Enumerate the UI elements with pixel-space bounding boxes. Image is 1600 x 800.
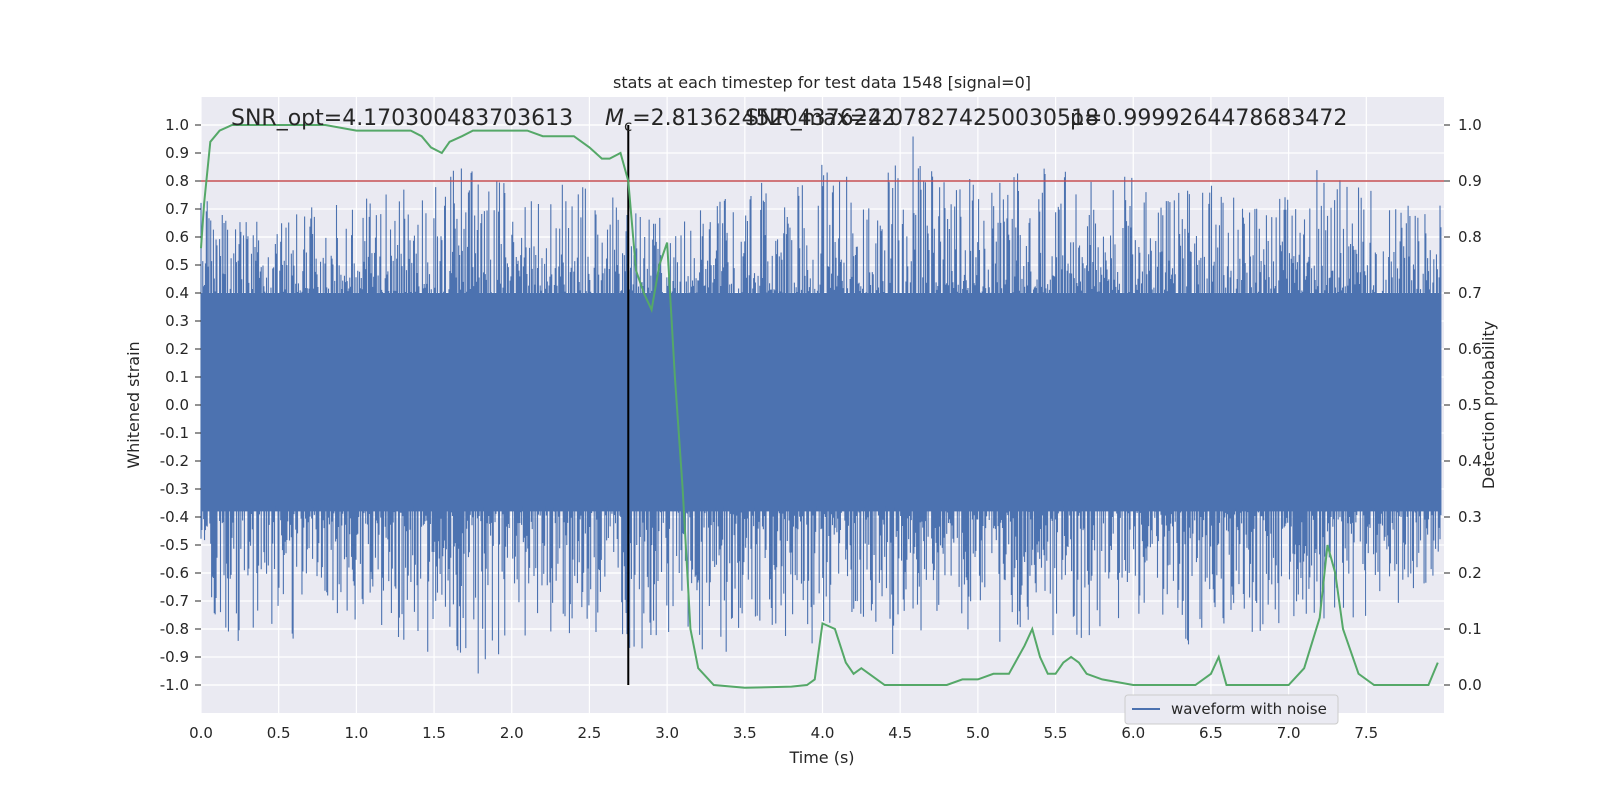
y-tick-label: 0.0 [165, 396, 189, 414]
chirp-mass-subscript: c [624, 117, 632, 135]
x-tick-label: 4.5 [888, 724, 912, 742]
y2-tick-label: 0.8 [1458, 228, 1482, 246]
y-tick-label: -0.6 [160, 564, 189, 582]
legend-box [1124, 694, 1339, 725]
y2-tick-label: 0.3 [1458, 508, 1482, 526]
x-tick-label: 6.5 [1199, 724, 1223, 742]
y-tick-label: -0.9 [160, 648, 189, 666]
x-tick-label: 2.0 [500, 724, 524, 742]
x-axis-label: Time (s) [788, 748, 854, 767]
legend: waveform with noise [1124, 694, 1339, 725]
y2-tick-label: 0.7 [1458, 284, 1482, 302]
y-tick-label: 0.4 [165, 284, 189, 302]
x-tick-label: 3.0 [655, 724, 679, 742]
probability-annotation: p=0.9999264478683472 [1070, 106, 1347, 131]
x-tick-label: 5.0 [966, 724, 990, 742]
y-tick-label: 0.2 [165, 340, 189, 358]
y-tick-label: 0.5 [165, 256, 189, 274]
y-tick-label: 0.7 [165, 200, 189, 218]
y2-tick-label: 0.9 [1458, 172, 1482, 190]
y-tick-label: -0.2 [160, 452, 189, 470]
y2-tick-label: 0.2 [1458, 564, 1482, 582]
y-axis-label: Whitened strain [124, 341, 143, 468]
y-tick-label: -0.5 [160, 536, 189, 554]
y-tick-label: -0.7 [160, 592, 189, 610]
y-tick-label: -0.8 [160, 620, 189, 638]
x-tick-label: 7.5 [1354, 724, 1378, 742]
legend-label: waveform with noise [1171, 700, 1327, 718]
x-tick-labels: 0.0 0.5 1.0 1.5 2.0 2.5 3.0 3.5 4.0 4.5 5.0 5.5 6.0 6… [189, 724, 1378, 742]
x-tick-label: 1.0 [344, 724, 368, 742]
y2-tick-label: 0.6 [1458, 340, 1482, 358]
y-tick-label: 0.9 [165, 144, 189, 162]
y-tick-label: 0.8 [165, 172, 189, 190]
y-tick-label: -0.4 [160, 508, 189, 526]
y2-tick-labels: 1.0 0.9 0.8 0.7 0.6 0.5 0.4 0.3 0.2 0.1 0.0 [1444, 116, 1482, 694]
snr-opt-annotation: SNR_opt=4.170300483703613 [231, 106, 573, 131]
x-tick-label: 2.5 [578, 724, 602, 742]
chart-title: stats at each timestep for test data 154… [613, 73, 1031, 92]
y-tick-label: 0.1 [165, 368, 189, 386]
y-tick-label: 1.0 [165, 116, 189, 134]
x-tick-label: 7.0 [1277, 724, 1301, 742]
x-tick-label: 4.0 [811, 724, 835, 742]
x-tick-label: 0.5 [267, 724, 291, 742]
y2-tick-label: 0.4 [1458, 452, 1482, 470]
chirp-mass-symbol: M [605, 106, 624, 131]
x-tick-label: 6.0 [1121, 724, 1145, 742]
chirp-mass-annotation: Mc=2.8136245204376222 [605, 106, 896, 135]
y-tick-label: 0.3 [165, 312, 189, 330]
chirp-mass-value: =2.8136245204376222 [632, 106, 895, 131]
probability-series [200, 124, 1439, 689]
x-tick-label: 1.5 [422, 724, 446, 742]
x-tick-label: 0.0 [189, 724, 213, 742]
strain-spikes [200, 136, 1442, 674]
y-tick-label: 0.6 [165, 228, 189, 246]
probability-line [200, 124, 1439, 689]
y-tick-labels: 1.0 0.9 0.8 0.7 0.6 0.5 0.4 0.3 0.2 0.1 0.0 -0.1 -0.… [160, 116, 201, 694]
y2-tick-label: 1.0 [1458, 116, 1482, 134]
x-tick-label: 3.5 [733, 724, 757, 742]
y-tick-label: -0.3 [160, 480, 189, 498]
x-tick-label: 5.5 [1044, 724, 1068, 742]
strain-series [200, 136, 1442, 674]
y2-axis-label: Detection probability [1479, 321, 1498, 489]
y2-tick-label: 0.5 [1458, 396, 1482, 414]
y-tick-label: -1.0 [160, 676, 189, 694]
y-tick-label: -0.1 [160, 424, 189, 442]
y2-tick-label: 0.1 [1458, 620, 1482, 638]
y2-tick-label: 0.0 [1458, 676, 1482, 694]
snr-max-annotation: SNR_max=4.078274250030518 [745, 106, 1099, 131]
